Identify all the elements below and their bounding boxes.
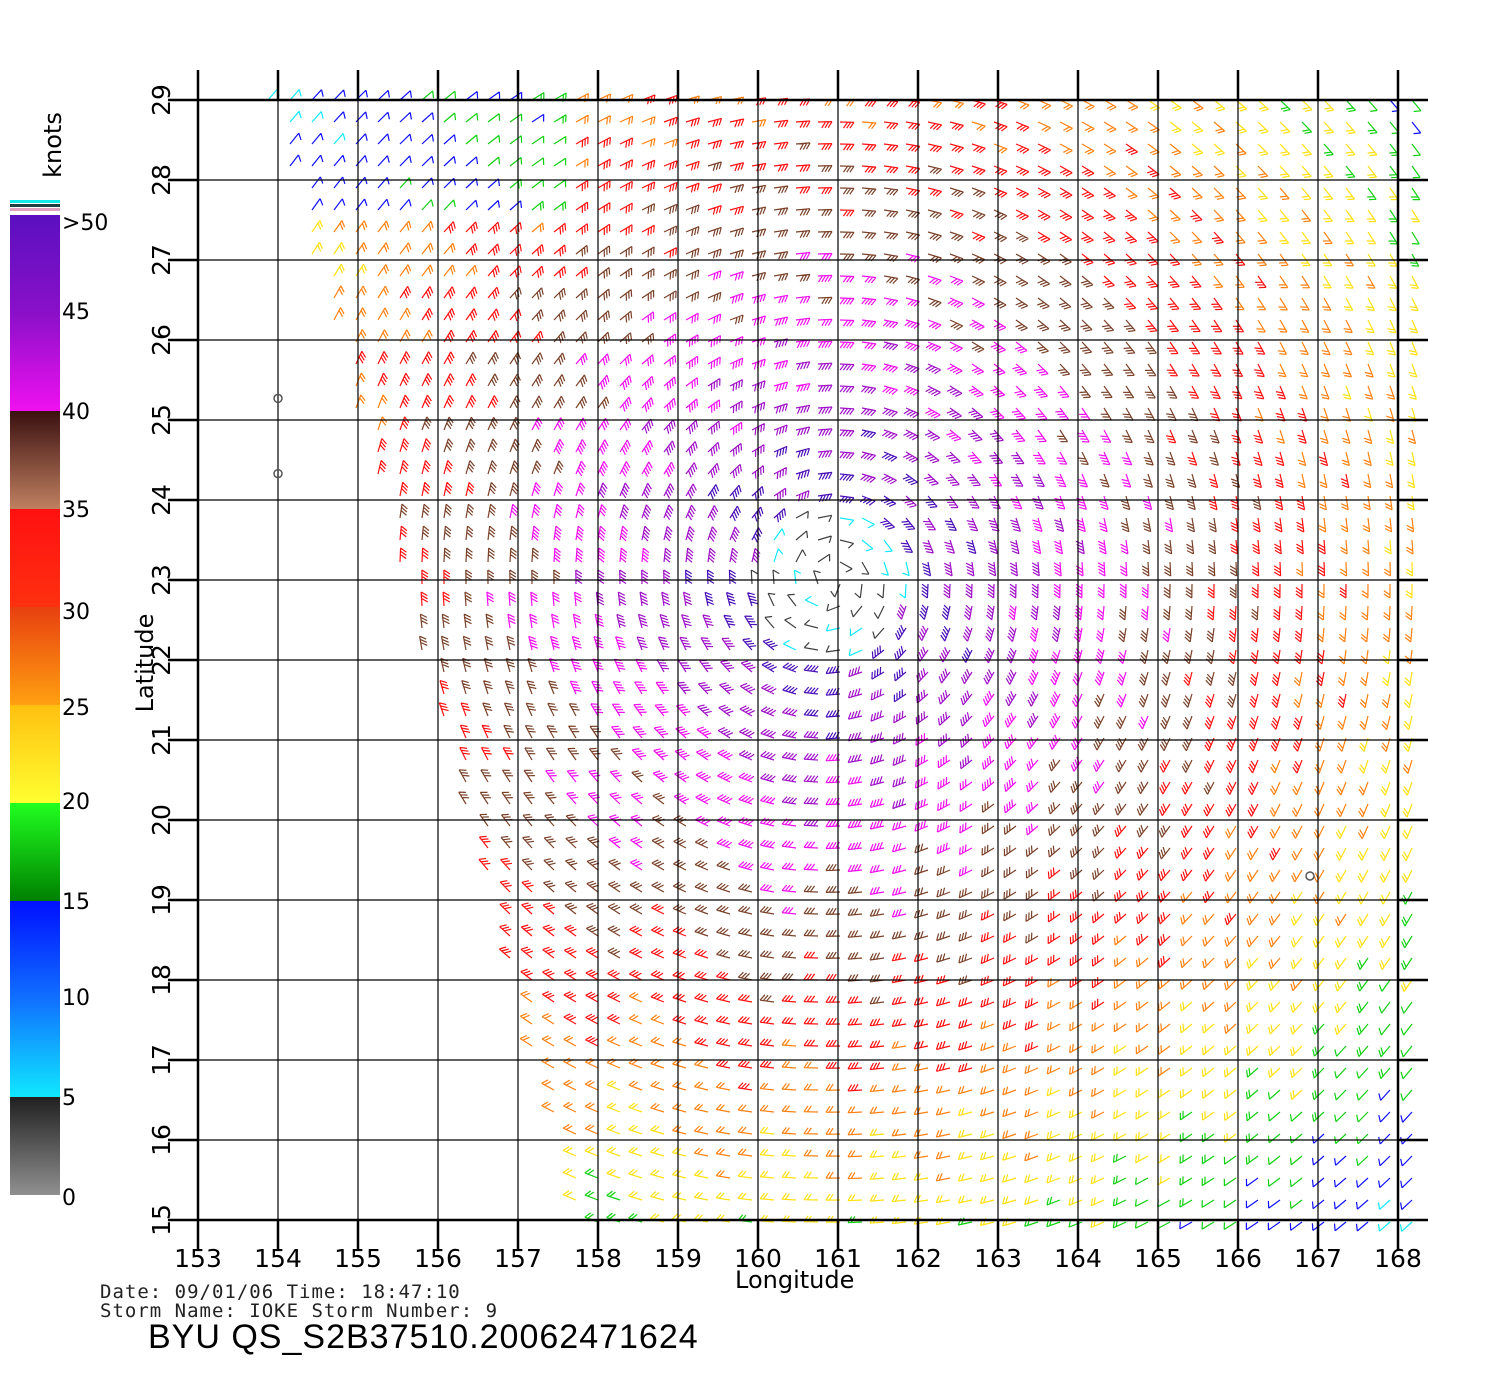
y-tick-label: 21 — [147, 724, 176, 756]
y-tick-label: 24 — [147, 484, 176, 516]
x-tick-label: 162 — [894, 1244, 942, 1273]
wind-barbs-5 — [399, 90, 1422, 1231]
colorbar-gradient — [10, 215, 60, 1195]
colorbar-label: 40 — [62, 400, 90, 425]
colorbar-label: 20 — [62, 790, 90, 815]
colorbar-cap-3 — [10, 208, 60, 211]
date-time-line: Date: 09/01/06 Time: 18:47:10 — [100, 1281, 461, 1303]
colorbar-unit: knots — [39, 112, 67, 178]
wind-barbs-9 — [685, 429, 977, 740]
x-tick-label: 167 — [1294, 1244, 1342, 1273]
y-tick-label: 29 — [147, 84, 176, 116]
colorbar-label: 30 — [62, 600, 90, 625]
wind-barbs-2 — [311, 99, 1421, 1229]
y-tick-label: 23 — [147, 564, 176, 596]
colorbar-label: 5 — [62, 1086, 76, 1111]
storm-name-line: Storm Name: IOKE Storm Number: 9 — [100, 1300, 499, 1322]
y-tick-label: 19 — [147, 884, 176, 916]
colorbar-label: >50 — [62, 211, 109, 236]
y-tick-label: 18 — [147, 964, 176, 996]
colorbar-label: 15 — [62, 890, 90, 915]
wind-barbs-1 — [289, 89, 1422, 1232]
y-tick-label: 27 — [147, 244, 176, 276]
x-tick-label: 161 — [814, 1244, 862, 1273]
product-id: BYU QS_S2B37510.20062471624 — [148, 1318, 699, 1356]
wind-barbs-4 — [355, 94, 1350, 1092]
colorbar-label: 45 — [62, 300, 90, 325]
x-axis-title: Longitude — [735, 1266, 855, 1294]
lat-lon-grid — [168, 70, 1428, 1250]
island-marker-1 — [273, 468, 283, 479]
y-tick-label: 28 — [147, 164, 176, 196]
y-tick-label: 26 — [147, 324, 176, 356]
island-marker-2 — [1305, 871, 1315, 881]
x-tick-label: 163 — [974, 1244, 1022, 1273]
y-tick-label: 20 — [147, 804, 176, 836]
x-tick-label: 165 — [1134, 1244, 1182, 1273]
y-tick-label: 17 — [147, 1044, 176, 1076]
colorbar-label: 10 — [62, 986, 90, 1011]
island-markers — [273, 393, 1315, 881]
x-tick-label: 153 — [174, 1244, 222, 1273]
x-tick-label: 164 — [1054, 1244, 1102, 1273]
colorbar-label: 25 — [62, 696, 90, 721]
colorbar-cap-2 — [10, 204, 60, 207]
x-tick-label: 168 — [1374, 1244, 1422, 1273]
x-tick-label: 156 — [414, 1244, 462, 1273]
wind-barbs-0 — [267, 89, 1413, 1232]
colorbar-label: 0 — [62, 1186, 76, 1211]
x-tick-label: 159 — [654, 1244, 702, 1273]
x-tick-label: 155 — [334, 1244, 382, 1273]
y-tick-label: 25 — [147, 404, 176, 436]
x-tick-label: 154 — [254, 1244, 302, 1273]
wind-barbs-8 — [575, 338, 1085, 827]
wind-barbs-10 — [750, 510, 885, 653]
colorbar — [10, 200, 60, 1195]
x-tick-label: 166 — [1214, 1244, 1262, 1273]
y-tick-label: 16 — [147, 1124, 176, 1156]
x-tick-label: 160 — [734, 1244, 782, 1273]
colorbar-label: 35 — [62, 498, 90, 523]
x-tick-label: 158 — [574, 1244, 622, 1273]
island-marker-0 — [273, 393, 283, 404]
wind-barbs-6 — [399, 142, 1262, 1005]
x-tick-label: 157 — [494, 1244, 542, 1273]
y-tick-label: 15 — [147, 1204, 176, 1236]
y-axis-title: Latitude — [131, 613, 159, 713]
colorbar-cap-1 — [10, 200, 60, 203]
